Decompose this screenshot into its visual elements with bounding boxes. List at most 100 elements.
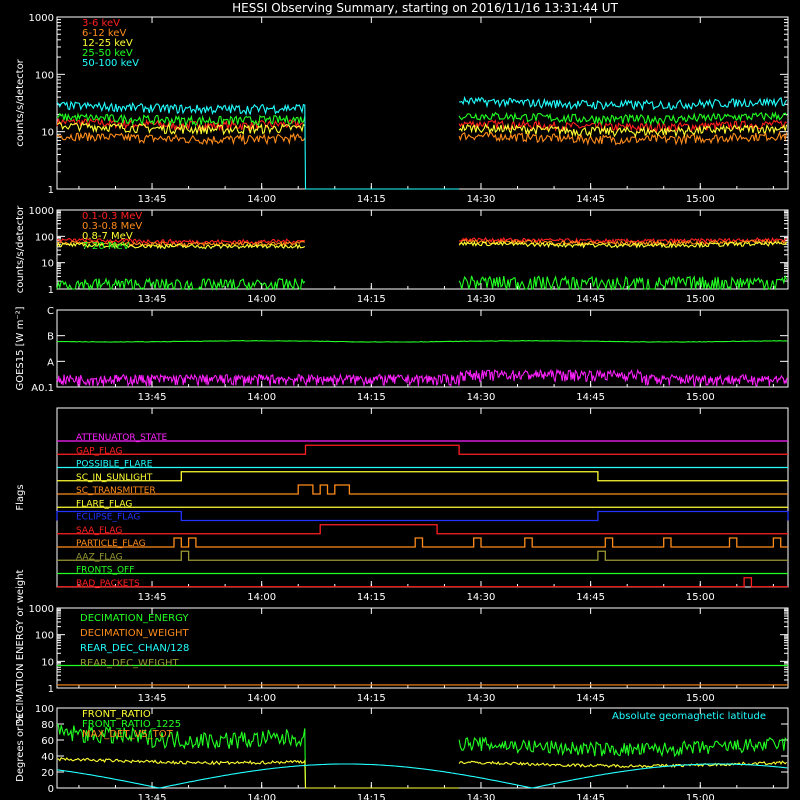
legend-entry: 25-50 keV	[82, 48, 133, 59]
flag-label: POSSIBLE_FLARE	[76, 460, 153, 470]
legend-entry: FRONT_RATIO_1225	[82, 719, 181, 730]
flag-trace	[57, 550, 788, 561]
series-line-goes-short	[56, 368, 788, 388]
flag-trace	[57, 524, 788, 535]
legend-entry: 12-25 keV	[82, 38, 133, 49]
goes-frame	[56, 309, 789, 388]
x-tick-label: 14:30	[467, 793, 496, 800]
x-tick-label: 14:45	[576, 194, 605, 205]
flag-trace	[57, 444, 788, 455]
y-tick-label: 1	[48, 185, 54, 196]
legend-entry: 0.1-0.3 MeV	[82, 211, 142, 222]
legend-entry: 7-20 MeV	[82, 241, 130, 252]
y-tick-label: A0.1	[31, 383, 54, 394]
y-axis-label: counts/s/detector	[15, 205, 26, 293]
y-tick-label: 100	[35, 70, 54, 81]
x-tick-label: 13:45	[138, 294, 167, 305]
x-tick-label: 14:00	[247, 592, 276, 603]
flag-label: SAA_FLAG	[76, 526, 122, 536]
flag-label: BAD_PACKETS	[76, 579, 140, 589]
flag-trace	[57, 537, 788, 548]
legend-entry: 50-100 keV	[82, 58, 139, 69]
y-axis-label: GOES15 [W m⁻²]	[15, 306, 26, 390]
x-tick-label: 14:30	[467, 693, 496, 704]
x-tick-label: 14:15	[357, 392, 386, 403]
series-line-6-12-keV	[56, 130, 788, 146]
y-tick-label: 10	[41, 259, 54, 270]
flag-label: PARTICLE_FLAG	[76, 539, 146, 549]
flag-trace	[56, 510, 789, 522]
legend-entry: REAR_DEC_CHAN/128	[80, 643, 189, 654]
y-tick-label: B	[47, 332, 54, 343]
decimation-frame	[56, 607, 789, 689]
y-tick-label: 100	[35, 631, 54, 642]
legend-entry: DECIMATION_WEIGHT	[80, 628, 189, 639]
y-tick-label: 0	[48, 784, 54, 795]
y-tick-label: 10	[41, 657, 54, 668]
flag-label: ATTENUATOR_STATE	[76, 433, 168, 443]
flag-label: ECLIPSE_FLAG	[76, 513, 140, 523]
flag-label: FRONTS_OFF	[76, 566, 134, 576]
y-tick-label: 1	[48, 684, 54, 695]
series-line-FRONT-RATIO	[57, 757, 787, 789]
y-tick-label: 20	[41, 768, 54, 779]
x-tick-label: 15:00	[686, 194, 715, 205]
decimation-panel: 13:45 14:00 14:15 14:30 14:45 15:00 DECIMATION…	[15, 569, 789, 726]
x-tick-label: 13:45	[138, 392, 167, 403]
y-tick-label: 10	[41, 128, 54, 139]
x-tick-label: 15:00	[686, 294, 715, 305]
y-axis-label: DECIMATION ENERGY or weight	[15, 569, 26, 726]
flag-label: SC_IN_SUNLIGHT	[76, 473, 153, 483]
figure-title: HESSI Observing Summary, starting on 201…	[232, 1, 618, 15]
counts-high-frame	[56, 209, 789, 290]
x-tick-label: 13:45	[138, 592, 167, 603]
x-tick-label: 14:30	[467, 294, 496, 305]
series-line-FRONT-RATIO-1225	[56, 723, 788, 789]
x-tick-label: 14:30	[467, 592, 496, 603]
x-tick-label: 14:15	[357, 793, 386, 800]
x-tick-label: 14:00	[247, 793, 276, 800]
x-tick-label: 14:00	[247, 392, 276, 403]
goes-panel: 13:45 14:00 14:15 14:30 14:45 15:00 GOES15 [W …	[15, 306, 789, 403]
annotation-geomagnetic-latitude: Absolute geomagnetic latitude	[612, 711, 766, 722]
y-tick-label: 1000	[29, 206, 54, 217]
series-line-7-20-MeV	[56, 274, 788, 292]
counts-low-panel: 13:45 14:00 14:15 14:30 14:45 15:00 counts/s/d…	[15, 13, 789, 205]
x-tick-label: 14:15	[357, 194, 386, 205]
flag-trace	[57, 471, 788, 482]
x-tick-label: 15:00	[686, 392, 715, 403]
legend-entry: 0.3-0.8 MeV	[82, 221, 142, 232]
x-tick-label: 15:00	[686, 793, 715, 800]
x-tick-label: 14:00	[247, 693, 276, 704]
legend-entry: 3-6 keV	[82, 18, 120, 29]
x-tick-label: 14:15	[357, 294, 386, 305]
x-tick-label: 13:45	[138, 194, 167, 205]
x-tick-label: 14:45	[576, 793, 605, 800]
x-tick-label: 14:30	[467, 392, 496, 403]
x-tick-label: 15:00	[686, 693, 715, 704]
series-line-0-8-7-MeV	[56, 240, 788, 250]
y-tick-label: 100	[35, 704, 54, 715]
y-tick-label: 1000	[29, 604, 54, 615]
y-tick-label: 80	[41, 720, 54, 731]
x-tick-label: 14:45	[576, 693, 605, 704]
y-axis-label: Degrees or %	[15, 714, 26, 782]
y-tick-label: 40	[41, 752, 54, 763]
y-axis-label: counts/s/detector	[15, 58, 26, 146]
legend-entry: DECIMATION_ENERGY	[80, 613, 189, 624]
x-tick-label: 14:45	[576, 592, 605, 603]
flag-label: FLARE_FLAG	[76, 499, 132, 509]
y-tick-label: 60	[41, 736, 54, 747]
legend-entry: REAR_DEC_WEIGHT	[80, 658, 179, 669]
flag-label: AAZ_FLAG	[76, 552, 123, 562]
flag-trace	[57, 577, 788, 588]
flag-trace	[57, 484, 788, 495]
x-tick-label: 14:15	[357, 693, 386, 704]
x-tick-label: 14:45	[576, 294, 605, 305]
legend-entry: MAX_DET_VS_TOT	[82, 729, 174, 740]
ratio-panel: 13:45 14:00 14:15 14:30 14:45 15:00 Degrees or…	[15, 704, 789, 800]
x-tick-label: 15:00	[686, 592, 715, 603]
flag-label: SC_TRANSMITTER	[76, 486, 156, 496]
